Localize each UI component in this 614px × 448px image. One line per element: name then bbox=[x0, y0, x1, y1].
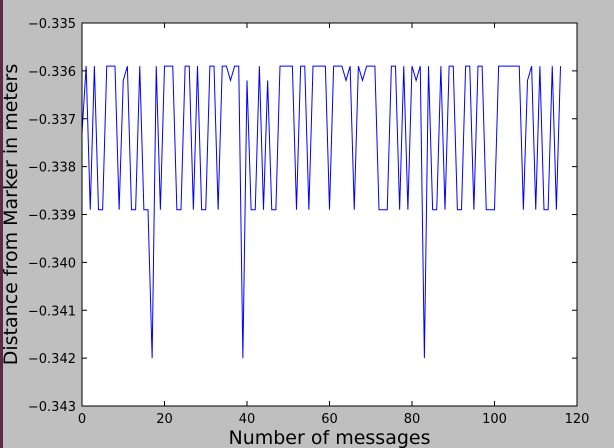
series-line-0 bbox=[81, 65, 561, 359]
y-tick-label: −0.342 bbox=[28, 352, 76, 367]
series-layer bbox=[81, 65, 561, 359]
plot-frame bbox=[81, 22, 578, 407]
x-tick-label: 100 bbox=[482, 412, 507, 427]
window-left-border bbox=[0, 0, 3, 448]
plot-area bbox=[82, 23, 577, 406]
y-tick-label: −0.343 bbox=[28, 400, 76, 415]
y-tick-label: −0.337 bbox=[28, 113, 76, 128]
y-tick-label: −0.338 bbox=[28, 161, 76, 176]
y-tick-label: −0.341 bbox=[28, 304, 76, 319]
x-tick-label: 20 bbox=[156, 412, 173, 427]
x-tick-label: 60 bbox=[321, 412, 338, 427]
x-tick-label: 120 bbox=[565, 412, 590, 427]
x-axis-label: Number of messages bbox=[228, 427, 430, 448]
y-axis-label: Distance from Marker in meters bbox=[0, 64, 22, 366]
x-tick-label: 40 bbox=[239, 412, 256, 427]
y-tick-label: −0.336 bbox=[28, 65, 76, 80]
x-tick-label: 0 bbox=[78, 412, 86, 427]
y-tick-label: −0.340 bbox=[28, 256, 76, 271]
y-tick-label: −0.335 bbox=[28, 17, 76, 32]
x-tick-label: 80 bbox=[404, 412, 421, 427]
y-tick-label: −0.339 bbox=[28, 209, 76, 224]
x-tick-labels: 0 20 40 60 80 100 120 bbox=[78, 412, 590, 427]
y-tick-labels: −0.343 −0.342 −0.341 −0.340 −0.339 −0.338 −0.3… bbox=[28, 17, 76, 415]
